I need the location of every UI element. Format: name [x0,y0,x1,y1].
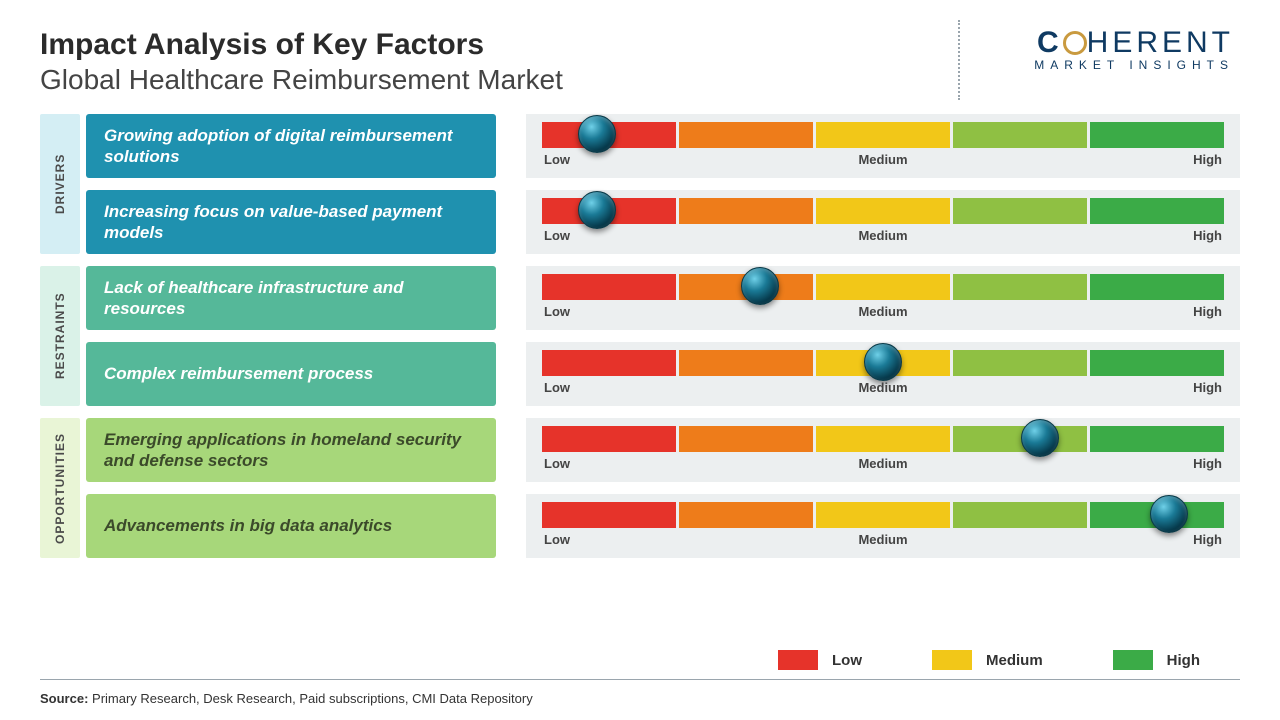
slider-segment [679,122,813,148]
scale-high: High [1193,152,1222,167]
legend: Low Medium High [778,650,1200,670]
factor-label: Growing adoption of digital reimbursemen… [86,114,496,178]
factor-label: Emerging applications in homeland securi… [86,418,496,482]
slider-segment [1090,122,1224,148]
impact-slider: Low Medium High [526,342,1240,406]
scale-medium: Medium [858,380,907,395]
scale-medium: Medium [858,532,907,547]
scale-low: Low [544,152,570,167]
slider-segment [953,198,1087,224]
legend-label: Low [832,652,862,669]
scale-low: Low [544,228,570,243]
slider-segment [953,350,1087,376]
slider-segment [542,426,676,452]
slider-segment [1090,350,1224,376]
impact-slider: Low Medium High [526,114,1240,178]
slider-segment [679,350,813,376]
scale-high: High [1193,532,1222,547]
impact-chart: DRIVERS RESTRAINTS OPPORTUNITIES Growing a… [40,114,1240,558]
slider-segment [816,274,950,300]
slider-knob [578,115,616,153]
factor-label: Advancements in big data analytics [86,494,496,558]
category-tab: OPPORTUNITIES [40,418,80,558]
slider-segment [953,502,1087,528]
scale-high: High [1193,456,1222,471]
slider-segment [1090,426,1224,452]
scale-low: Low [544,532,570,547]
slider-knob [864,343,902,381]
legend-item: High [1113,650,1200,670]
slider-segment [816,502,950,528]
legend-swatch [932,650,972,670]
brand-tagline: MARKET INSIGHTS [974,58,1234,72]
brand-logo: CHERENT MARKET INSIGHTS [974,26,1234,96]
legend-label: Medium [986,652,1043,669]
scale-low: Low [544,456,570,471]
factor-label: Lack of healthcare infrastructure and re… [86,266,496,330]
slider-knob [1150,495,1188,533]
impact-slider: Low Medium High [526,494,1240,558]
legend-swatch [778,650,818,670]
scale-medium: Medium [858,456,907,471]
slider-knob [1021,419,1059,457]
slider-segment [542,350,676,376]
slider-knob [741,267,779,305]
scale-low: Low [544,304,570,319]
scale-medium: Medium [858,152,907,167]
slider-segment [953,274,1087,300]
slider-knob [578,191,616,229]
slider-segment [816,122,950,148]
slider-segment [542,274,676,300]
scale-high: High [1193,228,1222,243]
category-tab: RESTRAINTS [40,266,80,406]
scale-high: High [1193,380,1222,395]
slider-segment [679,426,813,452]
scale-low: Low [544,380,570,395]
legend-item: Medium [932,650,1043,670]
legend-item: Low [778,650,862,670]
slider-segment [953,122,1087,148]
factor-label: Increasing focus on value-based payment … [86,190,496,254]
scale-high: High [1193,304,1222,319]
slider-segment [816,426,950,452]
impact-slider: Low Medium High [526,266,1240,330]
slider-segment [542,502,676,528]
legend-swatch [1113,650,1153,670]
footer-rule [40,679,1240,680]
impact-slider: Low Medium High [526,190,1240,254]
factor-label: Complex reimbursement process [86,342,496,406]
scale-medium: Medium [858,228,907,243]
category-tab: DRIVERS [40,114,80,254]
source-label: Source: [40,691,88,706]
slider-segment [679,502,813,528]
legend-label: High [1167,652,1200,669]
impact-slider: Low Medium High [526,418,1240,482]
source-note: Source: Primary Research, Desk Research,… [40,691,533,706]
header-divider [958,20,960,100]
slider-segment [679,198,813,224]
slider-segment [1090,198,1224,224]
scale-medium: Medium [858,304,907,319]
source-text: Primary Research, Desk Research, Paid su… [88,691,532,706]
slider-segment [1090,274,1224,300]
slider-segment [816,198,950,224]
